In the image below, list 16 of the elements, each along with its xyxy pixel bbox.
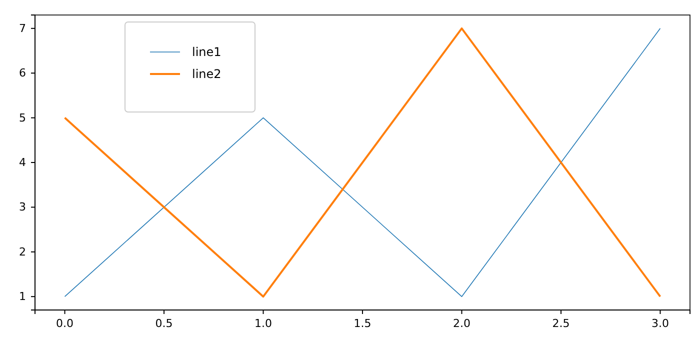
y-tick-label: 1 <box>19 290 26 304</box>
x-tick-label: 2.5 <box>552 316 570 330</box>
x-tick-label: 0.5 <box>155 316 173 330</box>
x-tick-label: 2.0 <box>452 316 470 330</box>
y-tick-label: 2 <box>19 245 26 258</box>
y-tick-label: 3 <box>19 200 26 214</box>
legend-label: line1 <box>192 45 222 59</box>
x-tick-label: 3.0 <box>651 316 669 330</box>
y-tick-label: 5 <box>19 111 26 124</box>
y-tick-label: 7 <box>19 22 26 35</box>
x-tick-label: 1.0 <box>254 316 272 330</box>
x-tick-label: 1.5 <box>354 316 372 330</box>
y-tick-label: 4 <box>19 156 26 170</box>
y-tick-label: 6 <box>19 66 26 80</box>
x-tick-label: 0.0 <box>56 316 74 330</box>
legend-label: line2 <box>192 67 222 81</box>
